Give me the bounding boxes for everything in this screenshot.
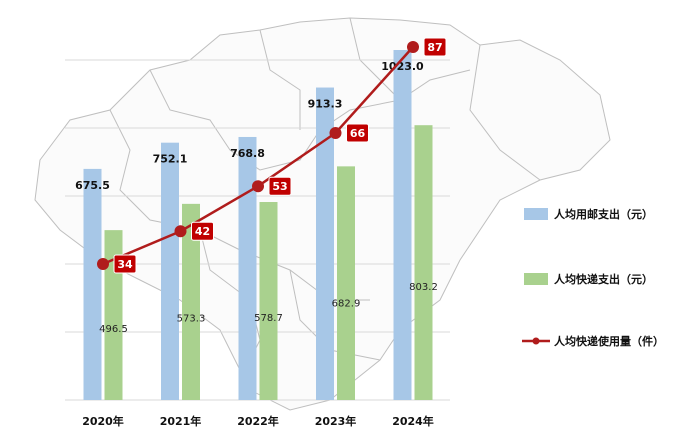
bar-express-spending (182, 203, 200, 400)
legend: 人均用邮支出（元） 人均快递支出（元） 人均快递使用量（件） (522, 207, 664, 348)
legend-label-usage: 人均快递使用量（件） (554, 334, 664, 348)
line-data-label: 42 (195, 225, 210, 238)
data-label-express: 682.9 (332, 299, 361, 310)
x-tick-label: 2023年 (315, 414, 357, 428)
data-label-express: 496.5 (99, 324, 128, 335)
line-value-badge (113, 254, 137, 274)
line-layer: 34 42 53 66 87 (97, 37, 447, 274)
line-point (407, 41, 419, 53)
data-label-express: 578.7 (254, 313, 283, 324)
x-axis-ticks: 2020年 2021年 2022年 2023年 2024年 (82, 414, 434, 428)
data-label-postal: 913.3 (308, 98, 343, 111)
x-tick-label: 2020年 (82, 414, 124, 428)
legend-swatch-postal (524, 208, 548, 220)
bar-express-spending (337, 166, 355, 400)
bar-postal-spending (316, 87, 334, 400)
line-point (252, 180, 264, 193)
line-point (97, 258, 109, 270)
line-data-label: 66 (350, 127, 366, 140)
x-tick-label: 2022年 (237, 414, 279, 428)
data-label-postal: 1023.0 (381, 60, 424, 73)
data-label-postal: 675.5 (75, 179, 110, 192)
data-label-express: 803.2 (409, 282, 438, 293)
legend-swatch-express (524, 273, 548, 285)
legend-marker-usage (532, 337, 540, 345)
line-value-badge (346, 123, 369, 143)
bar-postal-spending (83, 168, 102, 400)
line-data-label: 53 (272, 180, 287, 193)
legend-label-postal: 人均用邮支出（元） (554, 207, 653, 221)
data-label-postal: 768.8 (230, 147, 265, 160)
bar-postal-spending (161, 142, 179, 400)
line-point (329, 126, 342, 139)
data-label-express: 573.3 (177, 314, 206, 325)
bar-postal-spending (393, 50, 412, 400)
data-label-postal: 752.1 (153, 153, 188, 166)
line-value-badge (423, 37, 447, 57)
legend-label-express: 人均快递支出（元） (554, 272, 653, 286)
line-data-label: 87 (427, 41, 442, 54)
line-data-label: 34 (117, 258, 133, 271)
x-tick-label: 2021年 (160, 414, 202, 428)
bar-postal-spending (238, 136, 257, 400)
bar-express-spending (259, 202, 278, 400)
x-tick-label: 2024年 (392, 414, 434, 428)
line-value-badge (191, 221, 214, 241)
line-point (174, 225, 187, 238)
line-value-badge (268, 176, 292, 196)
bar-express-spending (414, 125, 433, 401)
